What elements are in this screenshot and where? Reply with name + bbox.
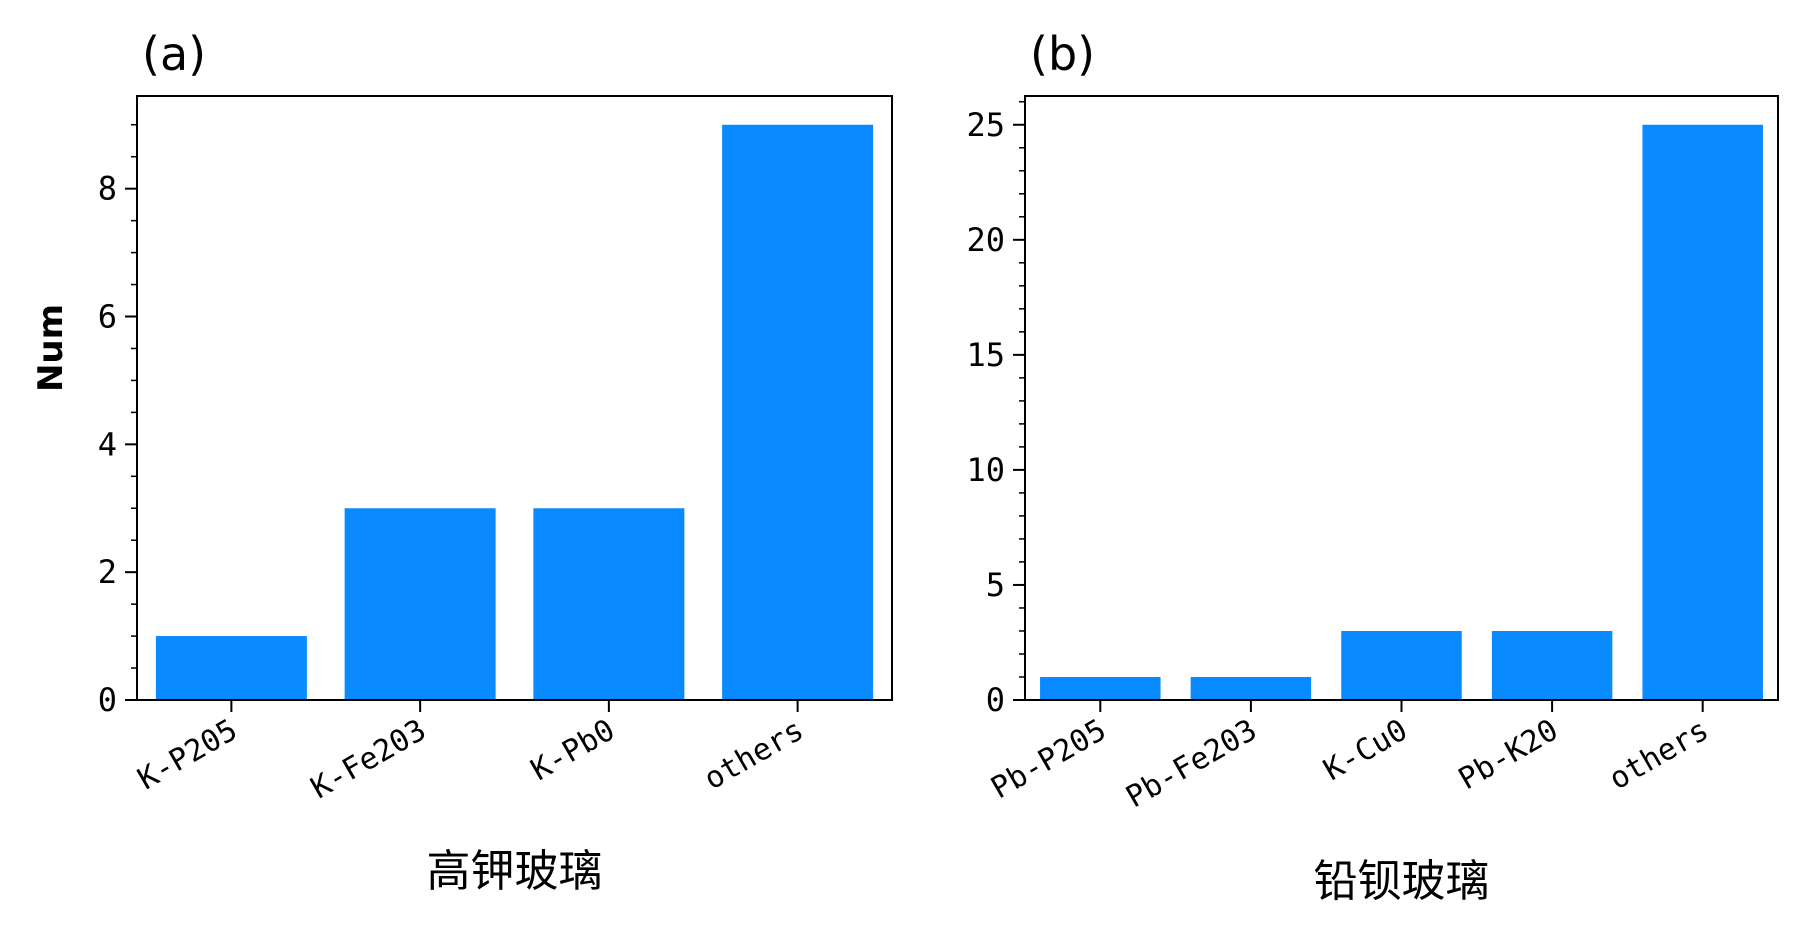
- panel-a-axes-frame: [136, 95, 893, 701]
- y-tick-label: 2: [98, 553, 117, 591]
- bar-k-pb0: [533, 508, 685, 700]
- panel-b: (b) 0 5 10 15 20 25 Pb-P205 Pb-Fe203 K-Cu0 Pb-K2…: [966, 27, 1779, 907]
- x-tick-label: K-Pb0: [525, 713, 621, 788]
- y-tick-label: 8: [98, 170, 117, 208]
- y-tick-label: 4: [98, 425, 117, 463]
- y-tick-label: 6: [98, 298, 117, 336]
- x-tick-label: others: [698, 713, 809, 797]
- panel-b-axes-frame: [1024, 95, 1779, 701]
- bar-k-fe203: [344, 508, 496, 700]
- x-tick-label: Pb-K20: [1453, 713, 1564, 797]
- bar-others: [1642, 124, 1763, 700]
- panel-a-y-axis-label: Num: [31, 304, 71, 392]
- panel-b-y-ticks: 0 5 10 15 20 25: [966, 101, 1025, 719]
- bar-k-cu0: [1341, 630, 1462, 700]
- x-tick-label: K-Fe203: [305, 713, 432, 807]
- panel-a-y-ticks: 0 2 4 6 8: [98, 124, 137, 719]
- panel-b-bars: [1040, 124, 1763, 700]
- panel-b-x-ticks: Pb-P205 Pb-Fe203 K-Cu0 Pb-K20 others: [985, 700, 1715, 816]
- bar-pb-k20: [1491, 630, 1613, 700]
- bar-k-p205: [155, 636, 307, 700]
- panel-a-bars: [155, 124, 874, 700]
- bar-pb-p205: [1040, 676, 1161, 700]
- panel-b-label: (b): [1030, 27, 1095, 81]
- y-tick-label: 0: [986, 681, 1005, 719]
- bar-others: [722, 124, 874, 700]
- bar-pb-fe203: [1190, 676, 1312, 700]
- x-tick-label: Pb-Fe203: [1120, 713, 1263, 816]
- x-tick-label: K-P205: [132, 713, 243, 797]
- panel-b-x-axis-label: 铅钡玻璃: [1314, 856, 1490, 907]
- panel-a-x-axis-label: 高钾玻璃: [427, 846, 603, 897]
- y-tick-label: 15: [966, 336, 1005, 374]
- y-tick-label: 20: [966, 221, 1005, 259]
- x-tick-label: Pb-P205: [985, 713, 1112, 807]
- y-tick-label: 5: [986, 566, 1005, 604]
- panel-a: (a) Num 0 2 4 6 8 K-P205 K-Fe203 K-Pb0 others 高…: [31, 27, 893, 897]
- panel-a-label: (a): [142, 27, 206, 81]
- x-tick-label: K-Cu0: [1318, 713, 1414, 788]
- y-tick-label: 25: [966, 106, 1005, 144]
- panel-a-x-ticks: K-P205 K-Fe203 K-Pb0 others: [132, 700, 810, 806]
- y-tick-label: 10: [966, 451, 1005, 489]
- y-tick-label: 0: [98, 681, 117, 719]
- x-tick-label: others: [1603, 713, 1714, 797]
